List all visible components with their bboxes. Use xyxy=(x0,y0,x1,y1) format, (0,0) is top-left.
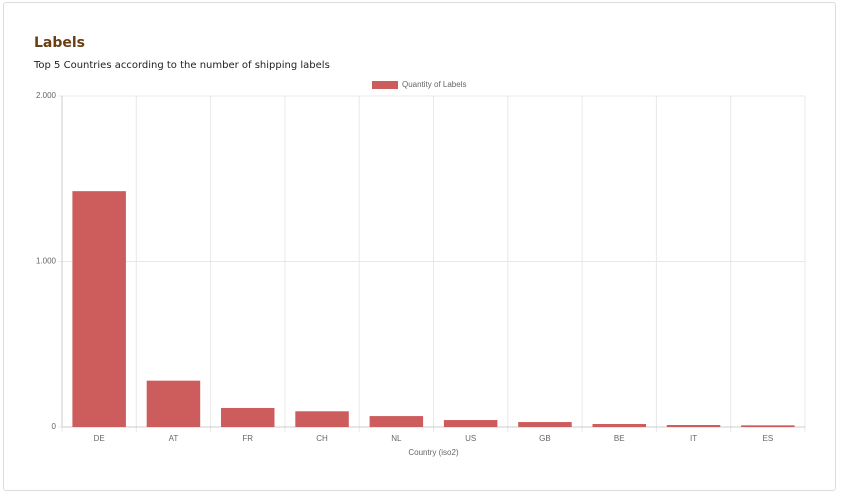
chart-title: Labels xyxy=(34,35,86,51)
x-tick-label: ES xyxy=(763,434,774,443)
x-tick-label: US xyxy=(465,434,476,443)
legend-label: Quantity of Labels xyxy=(402,80,466,89)
bar xyxy=(741,425,795,427)
bar xyxy=(146,380,201,427)
x-tick-label: NL xyxy=(391,434,402,443)
bar xyxy=(666,425,721,427)
x-tick-label: IT xyxy=(690,434,697,443)
legend-swatch xyxy=(372,81,398,89)
chart-subtitle: Top 5 Countries according to the number … xyxy=(34,60,330,71)
bar xyxy=(592,424,646,427)
bar xyxy=(369,416,424,427)
x-tick-label: FR xyxy=(242,434,253,443)
bar xyxy=(518,422,572,427)
bar xyxy=(443,420,498,427)
x-tick-label: CH xyxy=(316,434,328,443)
y-tick-label: 2.000 xyxy=(36,91,57,100)
x-tick-label: AT xyxy=(169,434,179,443)
y-tick-label: 0 xyxy=(52,422,57,431)
x-tick-label: GB xyxy=(539,434,551,443)
bar xyxy=(221,407,275,427)
card: Labels Top 5 Countries according to the … xyxy=(3,2,836,491)
x-tick-label: DE xyxy=(94,434,105,443)
x-axis-title: Country (iso2) xyxy=(408,448,459,457)
x-tick-label: BE xyxy=(614,434,625,443)
bar xyxy=(295,411,349,427)
bar xyxy=(72,191,126,427)
y-tick-label: 1.000 xyxy=(36,257,57,266)
